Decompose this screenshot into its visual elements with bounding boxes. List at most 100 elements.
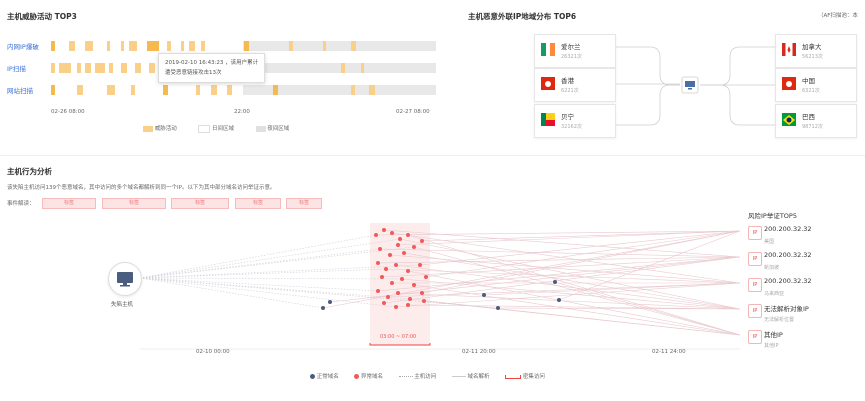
abnormal-domain-dot[interactable] bbox=[396, 243, 400, 247]
row-label-intranet-bruteforce[interactable]: 内网IP爆破 bbox=[7, 43, 39, 51]
threat-activity-segment[interactable] bbox=[163, 85, 168, 95]
abnormal-domain-dot[interactable] bbox=[394, 305, 398, 309]
threat-activity-segment[interactable] bbox=[95, 63, 105, 73]
abnormal-domain-dot[interactable] bbox=[378, 247, 382, 251]
abnormal-domain-dot[interactable] bbox=[396, 291, 400, 295]
threat-activity-segment[interactable] bbox=[85, 63, 91, 73]
event-tag[interactable]: 标签 bbox=[235, 198, 281, 209]
threat-activity-segment[interactable] bbox=[51, 85, 55, 95]
event-tag[interactable]: 标签 bbox=[102, 198, 166, 209]
threat-activity-segment[interactable] bbox=[129, 41, 137, 51]
threat-activity-segment[interactable] bbox=[189, 41, 195, 51]
threat-activity-segment[interactable] bbox=[131, 85, 135, 95]
row-label-web-scan[interactable]: 网站扫描 bbox=[7, 87, 33, 95]
abnormal-domain-dot[interactable] bbox=[402, 251, 406, 255]
threat-activity-segment[interactable] bbox=[244, 41, 249, 51]
abnormal-domain-dot[interactable] bbox=[384, 267, 388, 271]
threat-activity-segment[interactable] bbox=[351, 85, 355, 95]
threat-activity-segment[interactable] bbox=[369, 85, 375, 95]
threat-activity-segment[interactable] bbox=[289, 41, 293, 51]
abnormal-domain-dot[interactable] bbox=[390, 231, 394, 235]
threat-activity-segment[interactable] bbox=[59, 63, 71, 73]
abnormal-domain-dot[interactable] bbox=[376, 261, 380, 265]
geo-card-ireland[interactable]: 爱尔兰 26321次 bbox=[534, 34, 616, 68]
abnormal-domain-dot[interactable] bbox=[406, 303, 410, 307]
abnormal-domain-dot[interactable] bbox=[408, 297, 412, 301]
flow-x-tick-end: 02-11 24:00 bbox=[652, 349, 686, 355]
geo-card-benin[interactable]: 贝宁 32162次 bbox=[534, 104, 616, 138]
threat-activity-segment[interactable] bbox=[196, 85, 200, 95]
abnormal-domain-dot[interactable] bbox=[394, 263, 398, 267]
section-divider bbox=[0, 155, 865, 156]
normal-domain-dot[interactable] bbox=[328, 300, 332, 304]
compromised-host-node[interactable] bbox=[108, 262, 142, 296]
normal-domain-dot[interactable] bbox=[482, 293, 486, 297]
abnormal-domain-dot[interactable] bbox=[406, 233, 410, 237]
abnormal-domain-dot[interactable] bbox=[412, 245, 416, 249]
abnormal-domain-dot[interactable] bbox=[374, 233, 378, 237]
threat-activity-segment[interactable] bbox=[341, 63, 345, 73]
abnormal-domain-dot[interactable] bbox=[400, 277, 404, 281]
timeline-bar-3 bbox=[51, 85, 436, 95]
threat-activity-segment[interactable] bbox=[121, 41, 124, 51]
normal-domain-dot[interactable] bbox=[496, 306, 500, 310]
domain-dots bbox=[321, 228, 561, 310]
abnormal-domain-dot[interactable] bbox=[382, 228, 386, 232]
threat-activity-segment[interactable] bbox=[361, 63, 364, 73]
threat-activity-segment[interactable] bbox=[77, 63, 81, 73]
normal-domain-dot[interactable] bbox=[321, 306, 325, 310]
risk-ip-address: 无法解析对象IP bbox=[764, 305, 809, 313]
normal-domain-dot[interactable] bbox=[553, 280, 557, 284]
row-label-ip-scan[interactable]: IP扫描 bbox=[7, 65, 26, 73]
abnormal-domain-dot[interactable] bbox=[422, 299, 426, 303]
geo-card-canada[interactable]: 加拿大 56213次 bbox=[775, 34, 857, 68]
abnormal-domain-dot[interactable] bbox=[382, 301, 386, 305]
abnormal-domain-dot[interactable] bbox=[390, 281, 394, 285]
abnormal-domain-dot[interactable] bbox=[380, 275, 384, 279]
abnormal-domain-dot[interactable] bbox=[412, 283, 416, 287]
threat-activity-segment[interactable] bbox=[77, 85, 83, 95]
normal-domain-dot[interactable] bbox=[557, 298, 561, 302]
risk-ip-location: 美国 bbox=[764, 239, 775, 245]
abnormal-domain-dot[interactable] bbox=[424, 275, 428, 279]
threat-activity-segment[interactable] bbox=[109, 63, 113, 73]
abnormal-domain-dot[interactable] bbox=[376, 289, 380, 293]
threat-activity-segment[interactable] bbox=[211, 85, 217, 95]
connector-line bbox=[700, 46, 775, 86]
geo-card-hongkong[interactable]: 香港 6221次 bbox=[534, 68, 616, 102]
threat-activity-segment[interactable] bbox=[181, 41, 184, 51]
threat-activity-segment[interactable] bbox=[85, 41, 93, 51]
threat-activity-segment[interactable] bbox=[201, 41, 205, 51]
threat-activity-segment[interactable] bbox=[121, 63, 127, 73]
abnormal-domain-dot[interactable] bbox=[398, 237, 402, 241]
threat-activity-segment[interactable] bbox=[351, 41, 356, 51]
threat-activity-segment[interactable] bbox=[323, 41, 326, 51]
abnormal-domain-dot[interactable] bbox=[418, 263, 422, 267]
threat-activity-segment[interactable] bbox=[227, 85, 232, 95]
threat-activity-segment[interactable] bbox=[135, 63, 141, 73]
threat-activity-segment[interactable] bbox=[167, 41, 171, 51]
threat-activity-segment[interactable] bbox=[51, 63, 55, 73]
threat-activity-segment[interactable] bbox=[149, 63, 155, 73]
threat-activity-segment[interactable] bbox=[107, 41, 110, 51]
abnormal-domain-dot[interactable] bbox=[386, 295, 390, 299]
geo-distribution-title: 主机恶意外联IP地域分布 TOP6 bbox=[468, 12, 577, 21]
abnormal-domain-dot[interactable] bbox=[420, 291, 424, 295]
threat-activity-segment[interactable] bbox=[273, 85, 278, 95]
threat-activity-segment[interactable] bbox=[51, 41, 55, 51]
threat-activity-segment[interactable] bbox=[107, 85, 115, 95]
event-tag[interactable]: 标签 bbox=[286, 198, 322, 209]
legend-abnormal-domain-dot bbox=[354, 374, 360, 379]
abnormal-domain-dot[interactable] bbox=[420, 239, 424, 243]
domain-resolve-line bbox=[425, 230, 741, 278]
threat-activity-segment[interactable] bbox=[147, 41, 159, 51]
host-monitor-icon bbox=[117, 272, 133, 287]
abnormal-domain-dot[interactable] bbox=[388, 253, 392, 257]
event-tag[interactable]: 标签 bbox=[171, 198, 229, 209]
abnormal-domain-dot[interactable] bbox=[406, 269, 410, 273]
connector-line bbox=[614, 84, 680, 126]
geo-card-brazil[interactable]: 巴西 98712次 bbox=[775, 104, 857, 138]
event-tag[interactable]: 标签 bbox=[42, 198, 96, 209]
threat-activity-segment[interactable] bbox=[69, 41, 75, 51]
geo-card-china[interactable]: 中国 6321次 bbox=[775, 68, 857, 102]
